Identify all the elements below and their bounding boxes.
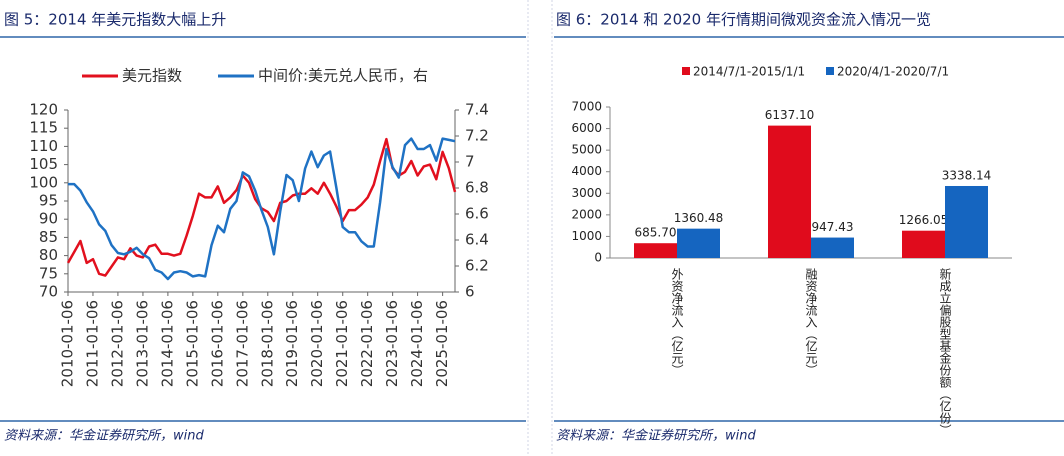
value-label: 6137.10 bbox=[765, 108, 815, 122]
x-tick-label: 外资净流入（亿元） bbox=[670, 268, 684, 376]
x-tick-label: 2015-01-06 bbox=[183, 300, 201, 387]
x-tick-label: 2024-01-06 bbox=[408, 300, 426, 387]
x-tick-label: 2013-01-06 bbox=[133, 300, 151, 387]
y-tick-label: 100 bbox=[29, 173, 58, 191]
x-tick-label: 2018-01-06 bbox=[258, 300, 276, 387]
y-tick-label: 0 bbox=[594, 251, 602, 265]
y-tick-label: 5000 bbox=[571, 143, 602, 157]
y-tick-label: 85 bbox=[39, 228, 58, 246]
legend-label: 美元指数 bbox=[122, 67, 182, 85]
bar bbox=[677, 228, 720, 258]
y-tick-label: 2000 bbox=[571, 207, 602, 221]
y-tick-label: 110 bbox=[29, 137, 58, 155]
legend-label: 2020/4/1-2020/7/1 bbox=[837, 65, 949, 79]
x-tick-label: 2011-01-06 bbox=[83, 300, 101, 387]
legend-swatch bbox=[682, 67, 690, 75]
value-label: 1360.48 bbox=[674, 211, 724, 225]
y2-tick-label: 6.2 bbox=[465, 257, 489, 275]
y-tick-label: 1000 bbox=[571, 229, 602, 243]
x-tick-label: 2017-01-06 bbox=[233, 300, 251, 387]
y-tick-label: 115 bbox=[29, 119, 58, 137]
bar bbox=[634, 243, 677, 258]
x-tick-label: 2016-01-06 bbox=[208, 300, 226, 387]
x-tick-label: 2025-01-06 bbox=[433, 300, 451, 387]
x-tick-label: 2020-01-06 bbox=[308, 300, 326, 387]
source-note: 资料来源：华金证券研究所，wind bbox=[4, 428, 204, 444]
legend-label: 2014/7/1-2015/1/1 bbox=[693, 65, 805, 79]
y2-tick-label: 6.4 bbox=[465, 231, 489, 249]
bar bbox=[768, 125, 811, 258]
bar bbox=[945, 185, 988, 258]
bar bbox=[811, 237, 854, 258]
figure-title: 图 6：2014 和 2020 年行情期间微观资金流入情况一览 bbox=[556, 11, 931, 29]
legend-label: 中间价:美元兑人民币，右 bbox=[258, 67, 428, 85]
x-tick-label: 新成立偏股型基金份额（亿份） bbox=[938, 267, 952, 436]
y2-tick-label: 6.8 bbox=[465, 179, 489, 197]
y2-tick-label: 7 bbox=[465, 153, 475, 171]
figure-title: 图 5：2014 年美元指数大幅上升 bbox=[4, 11, 226, 29]
y-tick-label: 90 bbox=[39, 210, 58, 228]
y-tick-label: 105 bbox=[29, 155, 58, 173]
y2-tick-label: 7.2 bbox=[465, 127, 489, 145]
y-tick-label: 6000 bbox=[571, 121, 602, 135]
value-label: 1266.05 bbox=[899, 213, 949, 227]
y-tick-label: 7000 bbox=[571, 100, 602, 114]
x-tick-label: 融资净流入（亿元） bbox=[804, 268, 818, 376]
y2-tick-label: 6.6 bbox=[465, 205, 489, 223]
x-tick-label: 2019-01-06 bbox=[283, 300, 301, 387]
y-tick-label: 4000 bbox=[571, 164, 602, 178]
legend-swatch bbox=[826, 67, 834, 75]
y-tick-label: 70 bbox=[39, 283, 58, 301]
x-tick-label: 2023-01-06 bbox=[383, 300, 401, 387]
value-label: 947.43 bbox=[812, 220, 854, 234]
x-tick-label: 2012-01-06 bbox=[108, 300, 126, 387]
y-tick-label: 95 bbox=[39, 192, 58, 210]
y-tick-label: 75 bbox=[39, 264, 58, 282]
x-tick-label: 2022-01-06 bbox=[358, 300, 376, 387]
x-tick-label: 2010-01-06 bbox=[59, 300, 77, 387]
y2-tick-label: 6 bbox=[465, 283, 475, 301]
x-tick-label: 2014-01-06 bbox=[158, 300, 176, 387]
y2-tick-label: 7.4 bbox=[465, 101, 489, 119]
x-tick-label: 2021-01-06 bbox=[333, 300, 351, 387]
source-note: 资料来源：华金证券研究所，wind bbox=[556, 428, 756, 444]
y-tick-label: 3000 bbox=[571, 186, 602, 200]
y-tick-label: 80 bbox=[39, 246, 58, 264]
value-label: 3338.14 bbox=[942, 168, 992, 182]
bar bbox=[902, 230, 945, 258]
line-series bbox=[68, 137, 456, 281]
y-tick-label: 120 bbox=[29, 101, 58, 119]
value-label: 685.70 bbox=[635, 226, 677, 240]
